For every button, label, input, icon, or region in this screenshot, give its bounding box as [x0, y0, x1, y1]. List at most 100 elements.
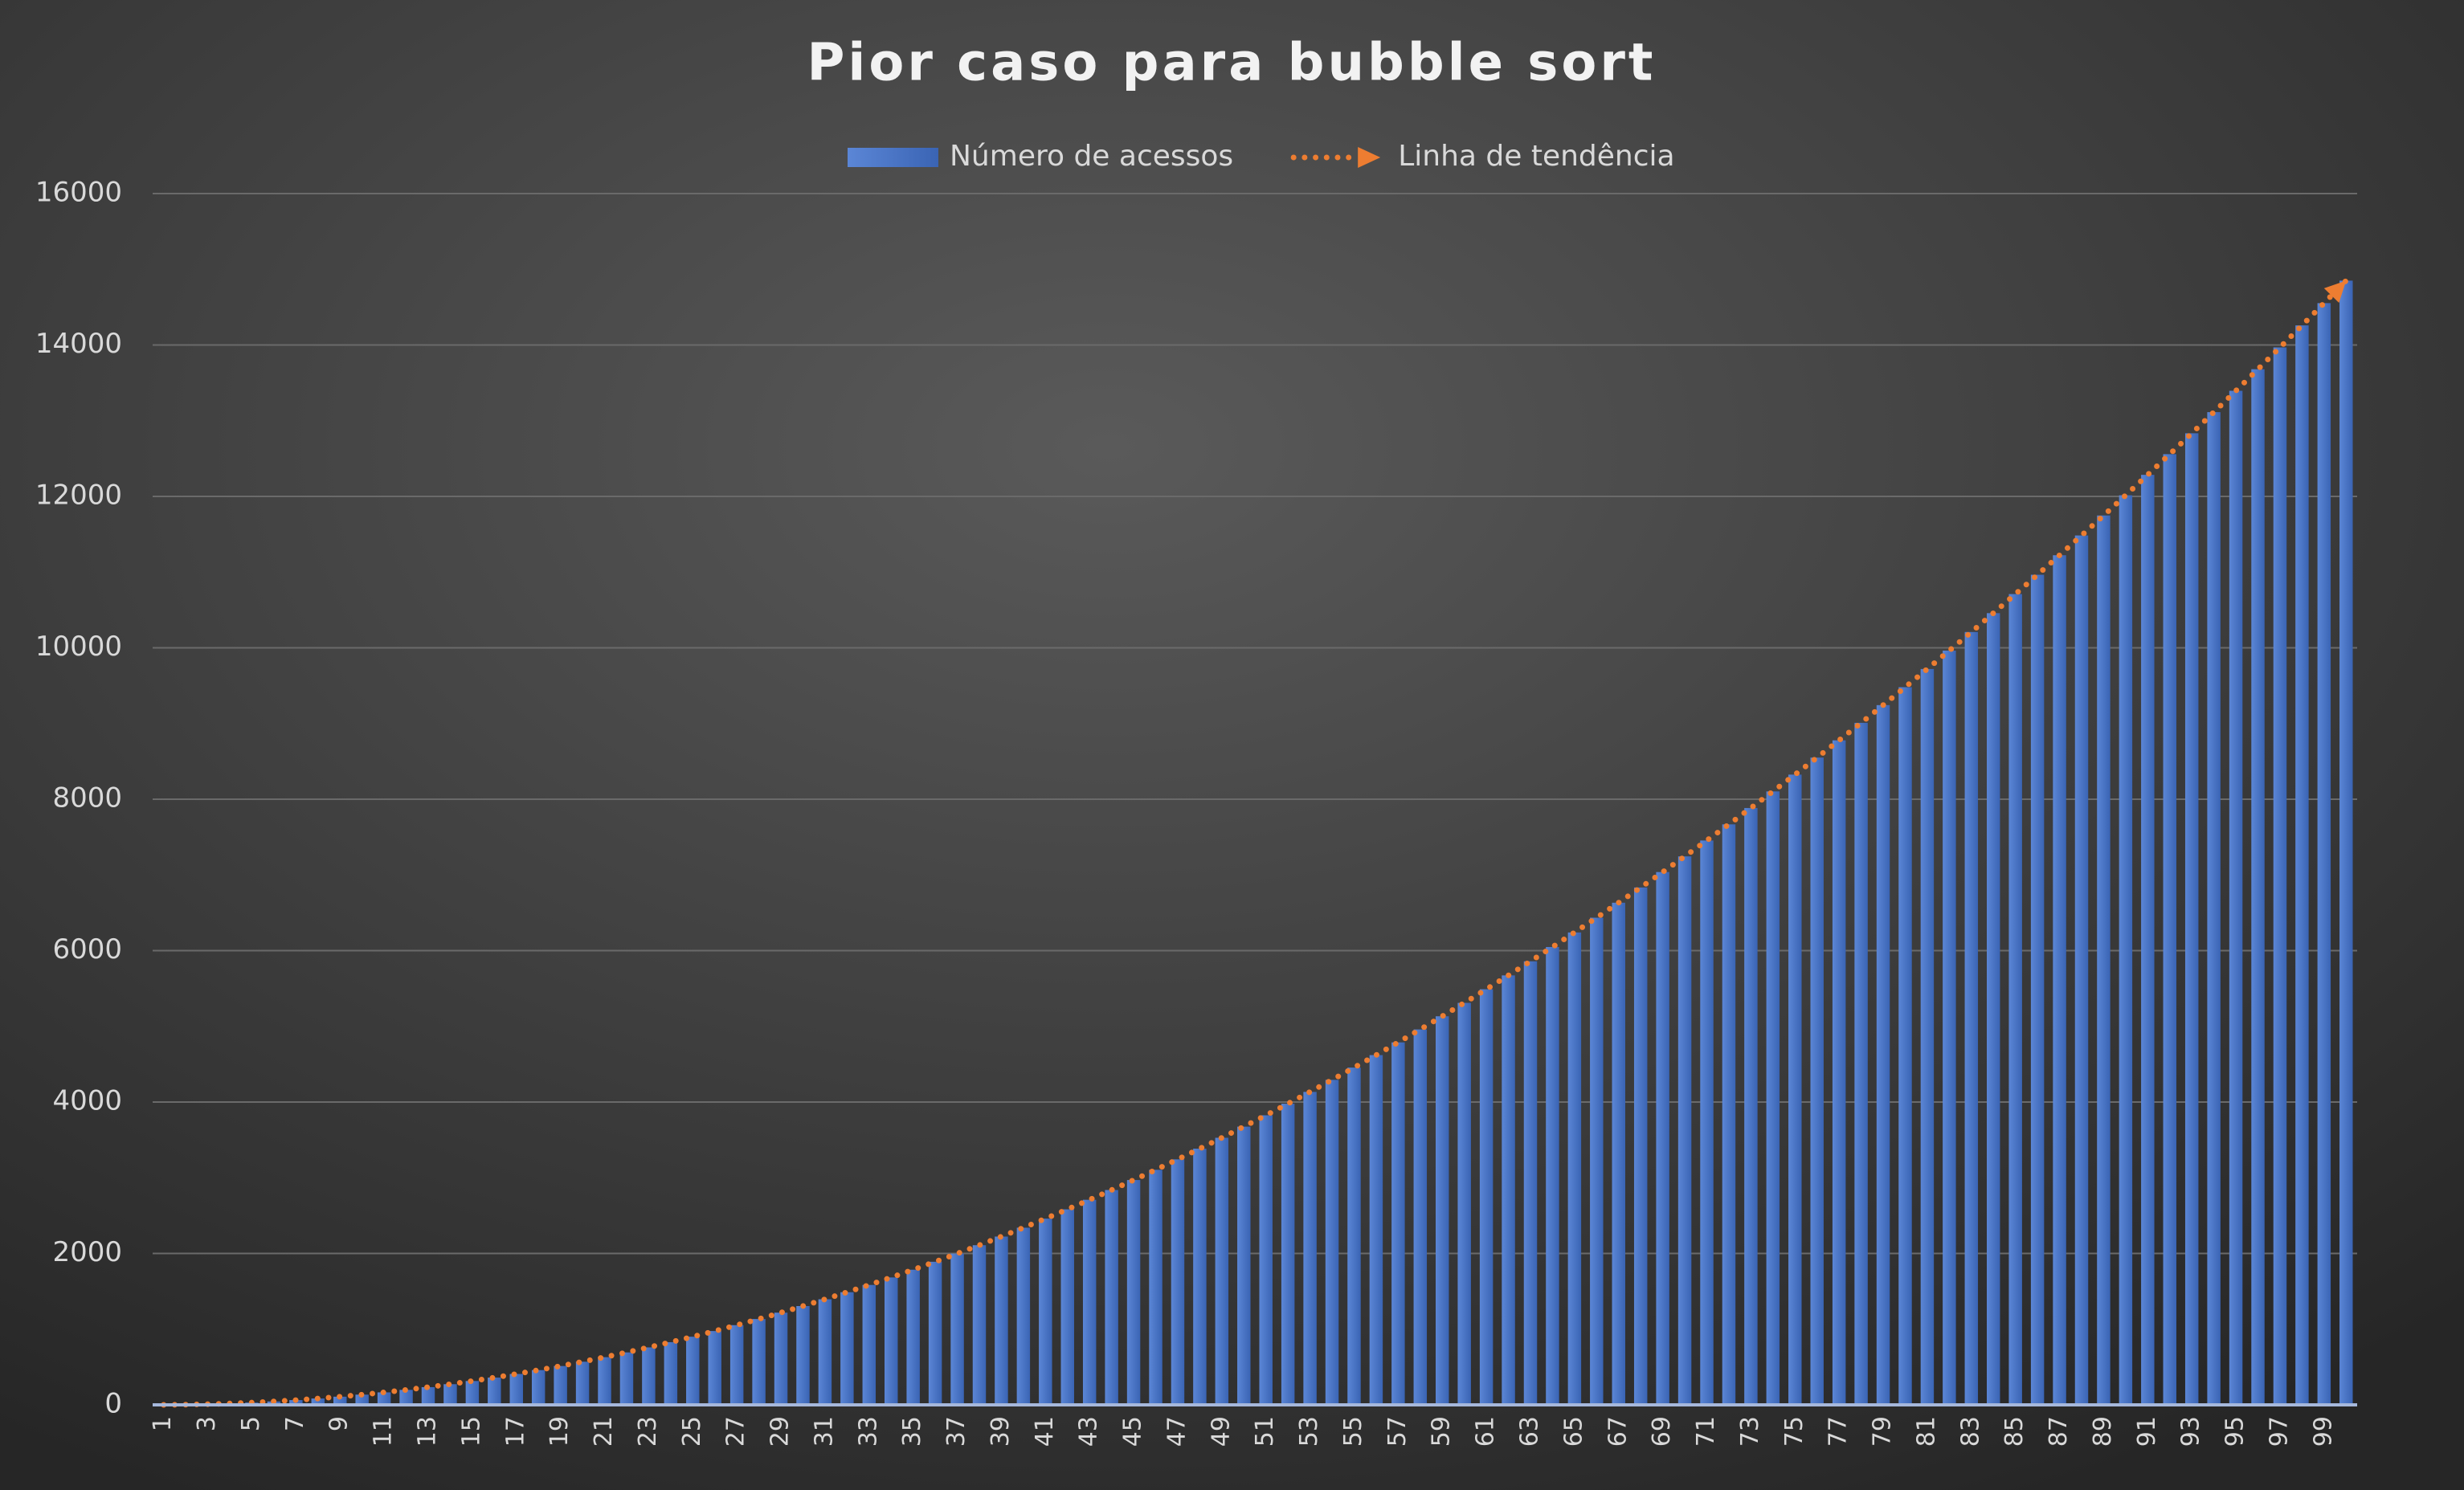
bar	[2273, 347, 2287, 1405]
bar	[1898, 687, 1912, 1405]
x-tick-label: 41	[1031, 1416, 1059, 1447]
x-tick-label: 39	[987, 1416, 1015, 1447]
x-tick-label: 87	[2045, 1416, 2073, 1447]
legend-arrow	[1358, 147, 1381, 168]
x-tick-label: 15	[457, 1416, 485, 1447]
bar	[509, 1374, 523, 1405]
bar	[1457, 1002, 1471, 1405]
x-tick-label: 33	[854, 1416, 882, 1447]
bar	[1060, 1209, 1074, 1405]
bar	[1502, 975, 1515, 1405]
bar	[1766, 791, 1780, 1405]
x-tick-label: 37	[942, 1416, 970, 1447]
y-tick-label: 8000	[52, 782, 122, 814]
bar	[1126, 1180, 1141, 1405]
bar	[928, 1261, 942, 1405]
x-tick-label: 91	[2133, 1416, 2161, 1447]
bar	[1369, 1055, 1383, 1405]
bar	[642, 1347, 656, 1405]
bar	[311, 1398, 325, 1405]
y-tick-label: 14000	[35, 328, 122, 360]
bar	[1391, 1042, 1405, 1405]
bar	[1259, 1115, 1273, 1405]
bar	[1854, 722, 1868, 1405]
x-tick-label: 29	[766, 1416, 795, 1447]
bar	[1832, 740, 1846, 1405]
x-tick-label: 49	[1207, 1416, 1235, 1447]
bar	[1700, 840, 1714, 1405]
bar	[972, 1245, 987, 1405]
x-tick-label: 21	[590, 1416, 618, 1447]
y-tick-label: 4000	[52, 1085, 122, 1117]
y-tick-label: 16000	[35, 177, 122, 209]
x-tick-label: 99	[2309, 1416, 2337, 1447]
bar	[1876, 704, 1890, 1405]
bar	[1810, 757, 1824, 1405]
bar	[2295, 325, 2309, 1406]
bar	[1105, 1190, 1118, 1405]
bar	[1039, 1219, 1052, 1405]
bar	[1722, 824, 1736, 1405]
x-tick-label: 25	[678, 1416, 706, 1447]
x-tick-label: 17	[501, 1416, 529, 1447]
x-tick-label: 83	[1956, 1416, 1984, 1447]
x-tick-label: 27	[722, 1416, 750, 1447]
bar	[1237, 1126, 1251, 1405]
bar	[488, 1378, 501, 1405]
x-tick-label: 95	[2221, 1416, 2249, 1447]
bar	[796, 1306, 810, 1405]
bar	[531, 1370, 546, 1405]
bar	[575, 1361, 590, 1405]
bar	[2184, 433, 2199, 1405]
x-tick-label: 43	[1075, 1416, 1103, 1447]
bar	[2074, 535, 2089, 1405]
x-tick-label: 13	[414, 1416, 442, 1447]
x-tick-label: 71	[1692, 1416, 1720, 1447]
x-tick-label: 57	[1383, 1416, 1412, 1447]
bar	[1523, 961, 1538, 1405]
y-tick-label: 12000	[35, 480, 122, 512]
y-tick-label: 6000	[52, 933, 122, 965]
bar	[1479, 989, 1494, 1405]
x-tick-label: 3	[193, 1416, 221, 1431]
bar	[619, 1352, 634, 1405]
bar	[1964, 631, 1979, 1405]
bar	[1281, 1104, 1295, 1405]
bar	[950, 1253, 964, 1405]
x-tick-label: 45	[1119, 1416, 1147, 1447]
bar	[1215, 1137, 1229, 1405]
x-tick-label: 67	[1604, 1416, 1632, 1447]
bar	[1436, 1016, 1449, 1405]
x-tick-label: 77	[1825, 1416, 1853, 1447]
bar	[333, 1396, 347, 1405]
bar	[2141, 475, 2155, 1406]
y-tick-label: 0	[104, 1388, 122, 1420]
bar	[686, 1337, 700, 1405]
bar	[1567, 932, 1582, 1405]
bar	[664, 1341, 678, 1405]
bar	[2053, 555, 2066, 1406]
chart-title: Pior caso para bubble sort	[807, 34, 1657, 93]
x-tick-label: 85	[2000, 1416, 2029, 1447]
bar	[1171, 1159, 1185, 1405]
bar	[399, 1390, 413, 1405]
bar	[906, 1269, 920, 1405]
bar	[2317, 303, 2331, 1405]
bar	[1677, 856, 1692, 1405]
legend-label: Número de acessos	[950, 140, 1233, 173]
y-tick-label: 10000	[35, 631, 122, 663]
x-tick-label: 97	[2265, 1416, 2293, 1447]
y-tick-label: 2000	[52, 1236, 122, 1268]
bar	[1920, 668, 1935, 1405]
x-tick-label: 53	[1295, 1416, 1323, 1447]
bar	[2229, 390, 2243, 1405]
bar	[2119, 495, 2133, 1406]
x-tick-label: 65	[1559, 1416, 1588, 1447]
x-tick-label: 1	[149, 1416, 177, 1431]
bar	[1612, 902, 1625, 1405]
bar	[885, 1277, 898, 1405]
bar	[1943, 650, 1956, 1405]
bar	[598, 1357, 611, 1405]
